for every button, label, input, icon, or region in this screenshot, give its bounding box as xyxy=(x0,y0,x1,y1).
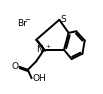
Text: Br: Br xyxy=(17,19,27,28)
Text: OH: OH xyxy=(32,74,46,83)
Text: O: O xyxy=(12,62,19,71)
Text: N: N xyxy=(36,45,43,54)
Text: +: + xyxy=(45,44,51,49)
Text: −: − xyxy=(24,17,30,23)
Text: S: S xyxy=(60,15,66,24)
